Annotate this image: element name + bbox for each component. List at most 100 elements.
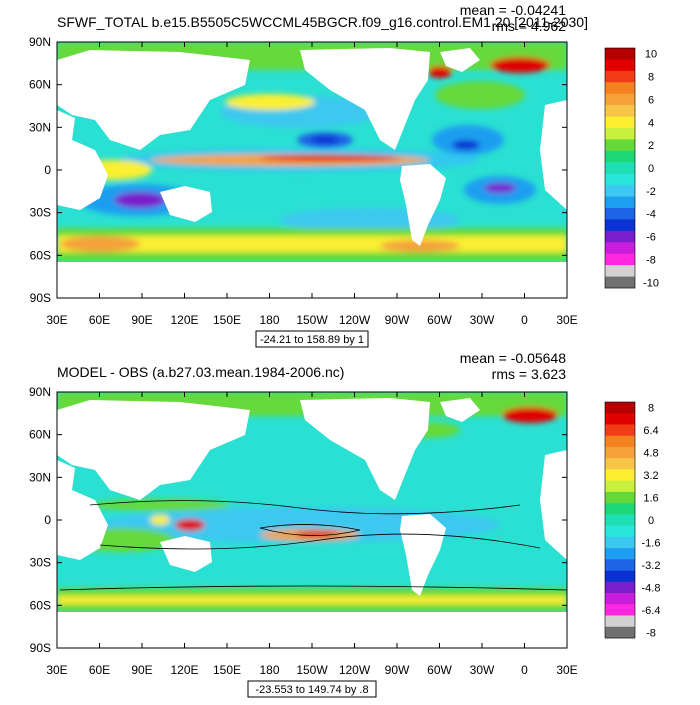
colorbar-label: -6: [646, 232, 656, 244]
colorbar-swatch: [605, 59, 635, 72]
colorbar-swatch: [605, 581, 635, 594]
x-tick-label: 30W: [470, 663, 495, 677]
title-top: SFWF_TOTAL b.e15.B5505C5WCCML45BGCR.f09_…: [57, 14, 588, 30]
colorbar-swatch: [605, 196, 635, 209]
colorbar-swatch: [605, 548, 635, 560]
range-box-top: [255, 330, 369, 348]
colorbar-swatch: [605, 219, 635, 232]
x-tick-label: 30E: [556, 313, 577, 327]
antarctica: [57, 612, 567, 648]
map-bottom: [57, 392, 567, 648]
range-note-bottom: -23.553 to 149.74 by .8: [255, 684, 368, 696]
x-tick-label: 90E: [131, 663, 152, 677]
y-tick-label: 90N: [29, 35, 51, 49]
colorbar-swatch: [605, 480, 635, 493]
x-tick-label: 120E: [170, 663, 198, 677]
colorbar-swatch: [605, 435, 635, 448]
blob: [296, 531, 340, 537]
blob: [428, 66, 452, 78]
greenland: [440, 398, 480, 422]
y-tick-label: 60N: [29, 78, 51, 92]
colorbar-swatch: [605, 525, 635, 538]
colorbar-swatch: [605, 458, 635, 470]
eurasia: [57, 50, 250, 150]
colorbar-swatch: [605, 559, 635, 571]
x-tick-label: 120E: [170, 313, 198, 327]
x-tick-label: 60W: [427, 313, 452, 327]
x-tick-label: 90W: [385, 663, 410, 677]
colorbar-swatch: [605, 242, 635, 255]
africa-west: [540, 100, 567, 210]
colorbar-swatch: [605, 116, 635, 129]
blob: [260, 155, 400, 161]
x-ticks-top: 30E 60E 90E 120E 150E 180 150W 120W 90W 60W 30W 0 30…: [46, 42, 578, 327]
colorbar-swatch: [605, 593, 635, 605]
colorbar-label: 8: [648, 72, 654, 84]
contour: [259, 524, 361, 536]
colorbar-swatch: [605, 402, 635, 414]
north-america: [300, 398, 430, 500]
land-mask: [57, 48, 567, 298]
colorbar-swatch: [605, 208, 635, 220]
colorbar-bottom: 8 6.4 4.8 3.2 1.6 0 -1.6 -3.2 -4.8 -6.4 -8: [604, 401, 660, 639]
colorbar-swatch: [605, 253, 635, 266]
y-tick-label: 90N: [29, 385, 51, 399]
eurasia: [57, 400, 250, 500]
colorbar-swatch: [605, 469, 635, 481]
colorbar-label: 6: [648, 94, 654, 106]
colorbar-label: 1.6: [643, 493, 658, 505]
y-tick-label: 90S: [30, 641, 51, 655]
x-tick-label: 0: [521, 663, 528, 677]
y-ticks-top: 90N 60N 30N 0 30S 60S 90S: [29, 35, 567, 305]
africa-east: [57, 110, 108, 210]
colorbar-swatch: [605, 604, 635, 616]
colorbar-swatch: [605, 150, 635, 163]
colorbar-swatch: [605, 413, 635, 425]
blob: [452, 140, 480, 150]
colorbar-swatch: [605, 615, 635, 628]
range-box-bottom: [247, 680, 377, 698]
colorbar-top: 10 8 6 4 2 0 -2 -4 -6 -8 -10: [604, 47, 659, 289]
x-tick-label: 90W: [385, 313, 410, 327]
colorbar-label: 0: [648, 163, 654, 175]
north-america: [300, 48, 430, 150]
colorbar-swatch: [605, 424, 635, 437]
colorbar-label: 6.4: [643, 425, 658, 437]
x-tick-label: 90E: [131, 313, 152, 327]
blob: [311, 136, 339, 144]
antarctica: [57, 262, 567, 298]
colorbar-swatch: [605, 503, 635, 515]
contour: [99, 533, 541, 550]
x-tick-label: 30E: [556, 663, 577, 677]
colorbar-swatch: [605, 185, 635, 197]
colorbar-swatch: [605, 173, 635, 186]
colorbar-label: 0: [648, 515, 654, 527]
x-tick-label: 150E: [213, 663, 241, 677]
x-tick-label: 30E: [46, 313, 67, 327]
colorbar-label: 3.2: [643, 470, 658, 482]
colorbar-swatch: [605, 70, 635, 83]
map-top: [57, 42, 567, 298]
colorbar-label: -2: [646, 186, 656, 198]
colorbar-label: 2: [648, 140, 654, 152]
south-america: [400, 164, 446, 246]
blob: [114, 192, 166, 208]
y-tick-label: 0: [44, 163, 51, 177]
x-tick-label: 60W: [427, 663, 452, 677]
colorbar-label: -10: [643, 277, 659, 289]
colorbar-swatch: [605, 93, 635, 106]
rms-bottom: rms = 3.623: [492, 366, 567, 382]
blob: [225, 94, 315, 110]
y-tick-label: 60N: [29, 428, 51, 442]
y-tick-label: 30N: [29, 470, 51, 484]
blob: [60, 236, 140, 252]
colorbar-swatch: [605, 626, 635, 639]
blob: [484, 183, 516, 193]
y-tick-label: 60S: [30, 248, 51, 262]
contour-lines: [59, 500, 567, 591]
x-tick-label: 120W: [339, 663, 371, 677]
x-tick-label: 120W: [339, 313, 371, 327]
colorbar-label: 10: [645, 49, 657, 61]
colorbar-swatch: [605, 514, 635, 526]
colorbar-swatch: [605, 570, 635, 583]
